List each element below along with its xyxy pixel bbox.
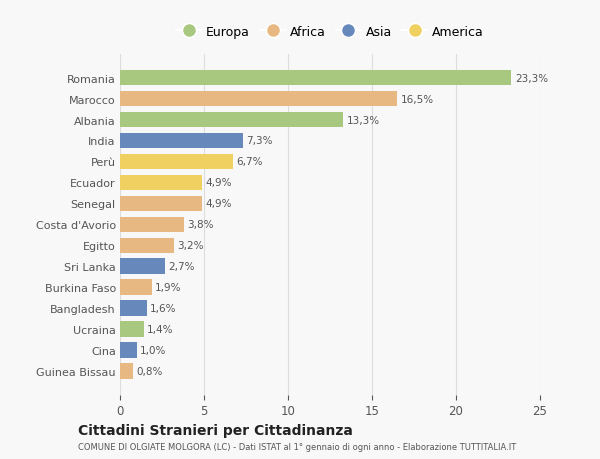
Text: 4,9%: 4,9% [206, 178, 232, 188]
Bar [120, 175, 202, 191]
Text: 1,0%: 1,0% [140, 346, 167, 356]
Text: 6,7%: 6,7% [236, 157, 262, 167]
Text: 13,3%: 13,3% [347, 115, 380, 125]
Text: 2,7%: 2,7% [169, 262, 195, 272]
Text: 16,5%: 16,5% [401, 94, 434, 104]
Text: 4,9%: 4,9% [206, 199, 232, 209]
Bar [120, 364, 133, 379]
Text: Cittadini Stranieri per Cittadinanza: Cittadini Stranieri per Cittadinanza [78, 423, 353, 437]
Bar [120, 217, 184, 233]
Text: 1,4%: 1,4% [147, 325, 173, 335]
Bar [120, 322, 143, 337]
Bar [120, 259, 166, 274]
Text: 23,3%: 23,3% [515, 73, 548, 84]
Text: 3,2%: 3,2% [177, 241, 203, 251]
Text: 3,8%: 3,8% [187, 220, 214, 230]
Text: 7,3%: 7,3% [246, 136, 272, 146]
Bar [120, 343, 137, 358]
Bar [120, 196, 202, 212]
Text: COMUNE DI OLGIATE MOLGORA (LC) - Dati ISTAT al 1° gennaio di ogni anno - Elabora: COMUNE DI OLGIATE MOLGORA (LC) - Dati IS… [78, 442, 516, 451]
Legend: Europa, Africa, Asia, America: Europa, Africa, Asia, America [171, 21, 489, 44]
Text: 1,6%: 1,6% [150, 304, 177, 313]
Bar [120, 301, 147, 317]
Bar [120, 280, 152, 296]
Bar [120, 154, 233, 170]
Bar [120, 133, 242, 149]
Bar [120, 91, 397, 107]
Text: 1,9%: 1,9% [155, 283, 182, 293]
Bar [120, 112, 343, 128]
Text: 0,8%: 0,8% [137, 366, 163, 376]
Bar [120, 238, 174, 254]
Bar [120, 71, 511, 86]
